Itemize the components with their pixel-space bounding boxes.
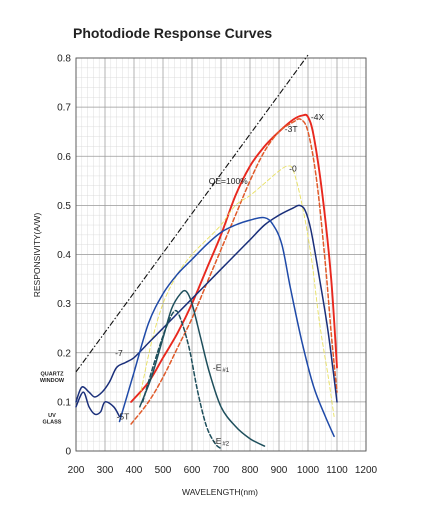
side-label: QUARTZ [41, 371, 65, 377]
x-tick-label: 200 [68, 465, 85, 476]
series-label-e-1: -E#1 [213, 362, 230, 374]
series-label-e-2: -E#2 [213, 436, 230, 448]
chart-title: Photodiode Response Curves [73, 25, 272, 41]
x-axis-label: WAVELENGTH(nm) [182, 487, 258, 497]
series-line-3t [130, 118, 338, 425]
series-label-3t: -3T [285, 124, 298, 134]
axes: 200 300 400 500 600 700 800 900 1000 1100 1200 0 0.1… [40, 54, 378, 477]
x-tick-label: 1200 [355, 465, 378, 476]
x-tick-label: 800 [242, 465, 259, 476]
series-label-0: -0 [289, 164, 297, 174]
x-tick-label: 600 [184, 465, 201, 476]
series-line-e-2 [141, 309, 222, 450]
y-tick-label: 0.7 [57, 103, 71, 114]
x-tick-label: 400 [126, 465, 143, 476]
x-tick-label: 500 [155, 465, 172, 476]
y-tick-label: 0.5 [57, 201, 71, 212]
y-tick-label: 0.1 [57, 397, 71, 408]
y-tick-label: 0.4 [57, 250, 71, 261]
series-line-5t [75, 391, 121, 418]
y-tick-label: 0.6 [57, 152, 71, 163]
y-tick-label: 0.2 [57, 348, 71, 359]
series-layer [75, 54, 338, 450]
annotation-qe: QE=100% [209, 176, 248, 186]
series-label-7: -7 [115, 348, 123, 358]
plot-frame [75, 57, 367, 452]
series-line-7 [75, 204, 338, 403]
series-label-subscript: #1 [222, 368, 229, 374]
x-tick-label: 1100 [326, 465, 348, 476]
x-tick-label: 700 [213, 465, 230, 476]
side-label: GLASS [43, 420, 62, 426]
label-layer: -4X -3T -0 -7 -5T -E#1 -E#2 QE=100% [115, 112, 324, 448]
y-tick-label: 0 [65, 447, 71, 458]
x-tick-label: 900 [271, 465, 288, 476]
series-label-5t: -5T [117, 412, 130, 422]
y-axis-label: RESPONSIVITY(A/W) [32, 213, 42, 298]
y-tick-label: 0.8 [57, 54, 71, 65]
x-tick-label: 300 [97, 465, 114, 476]
series-line-e-1 [139, 289, 266, 447]
x-tick-label: 1000 [297, 465, 320, 476]
y-tick-label: 0.3 [57, 299, 71, 310]
series-line-blue-broad [118, 216, 335, 438]
series-line-qe-100 [75, 54, 309, 373]
side-label: WINDOW [40, 378, 65, 384]
series-line-4x [130, 113, 338, 403]
series-label-4x: -4X [311, 112, 325, 122]
series-label-subscript: #2 [222, 442, 229, 448]
side-label: UV [48, 413, 56, 419]
